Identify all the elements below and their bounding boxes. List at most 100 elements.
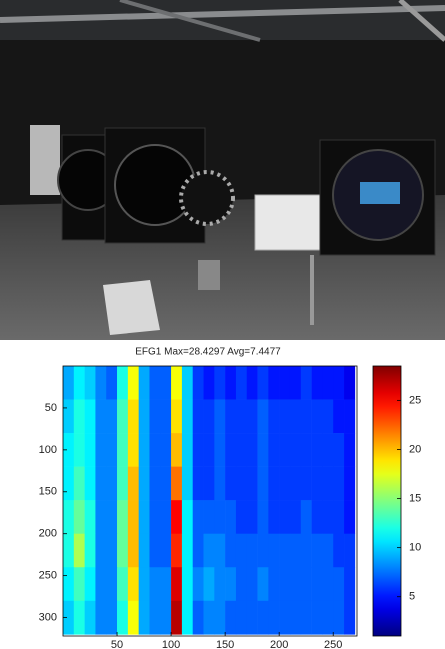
heat-cell: [204, 366, 215, 400]
x-tick-label: 250: [324, 639, 342, 649]
heat-cell: [193, 567, 204, 601]
chart-title: EFG1 Max=28.4297 Avg=7.4477: [135, 347, 281, 358]
heat-cell: [225, 400, 236, 434]
heat-cell: [95, 433, 106, 467]
heat-cell: [182, 534, 193, 568]
heat-cell: [268, 433, 279, 467]
heat-cell: [85, 601, 96, 635]
heat-cell: [301, 366, 312, 400]
heat-cell: [247, 500, 258, 534]
heat-cell: [322, 567, 333, 601]
heat-cell: [279, 467, 290, 501]
heat-cell: [301, 534, 312, 568]
heat-cell: [95, 567, 106, 601]
x-tick-label: 150: [216, 639, 234, 649]
heat-cell: [74, 467, 85, 501]
heat-cell: [333, 567, 344, 601]
heat-cell: [344, 467, 355, 501]
heat-cell: [322, 500, 333, 534]
heat-cell: [247, 601, 258, 635]
heat-cell: [74, 400, 85, 434]
heat-cell: [95, 400, 106, 434]
x-tick-label: 100: [162, 639, 180, 649]
heat-cell: [333, 601, 344, 635]
heat-cell: [236, 601, 247, 635]
heat-cell: [63, 534, 74, 568]
heat-cell: [333, 500, 344, 534]
heat-cell: [106, 467, 117, 501]
heat-cell: [171, 366, 182, 400]
heat-cell: [236, 433, 247, 467]
heat-cell: [106, 366, 117, 400]
heat-cell: [128, 433, 139, 467]
heat-cell: [333, 366, 344, 400]
heat-cell: [149, 567, 160, 601]
heat-cell: [149, 400, 160, 434]
heat-cell: [117, 534, 128, 568]
heat-cell: [74, 366, 85, 400]
heat-cell: [171, 400, 182, 434]
heat-cell: [279, 534, 290, 568]
heat-cell: [214, 467, 225, 501]
heat-cell: [312, 400, 323, 434]
heat-cell: [149, 433, 160, 467]
heat-cell: [85, 567, 96, 601]
y-tick-label: 100: [39, 444, 57, 456]
heat-cell: [322, 534, 333, 568]
heat-cell: [279, 601, 290, 635]
heat-cell: [204, 400, 215, 434]
heat-cell: [236, 500, 247, 534]
colorbar-tick-label: 15: [409, 492, 421, 504]
heat-cell: [160, 433, 171, 467]
heat-cell: [160, 500, 171, 534]
heat-cell: [322, 366, 333, 400]
heat-cell: [74, 534, 85, 568]
heat-cell: [268, 366, 279, 400]
heat-cell: [258, 567, 269, 601]
heat-cell: [247, 366, 258, 400]
y-tick-label: 200: [39, 528, 57, 540]
heat-cell: [182, 366, 193, 400]
heat-cell: [312, 467, 323, 501]
heat-cell: [139, 467, 150, 501]
heat-cell: [106, 601, 117, 635]
heat-cell: [85, 467, 96, 501]
heat-cell: [63, 567, 74, 601]
heat-cell: [95, 601, 106, 635]
heat-cell: [128, 534, 139, 568]
heat-cell: [290, 467, 301, 501]
heat-cell: [128, 467, 139, 501]
heat-cell: [247, 433, 258, 467]
heat-cell: [171, 601, 182, 635]
heat-cell: [139, 601, 150, 635]
heat-cell: [290, 567, 301, 601]
heat-cell: [322, 467, 333, 501]
heat-cell: [290, 601, 301, 635]
heat-cell: [149, 500, 160, 534]
heat-cell: [236, 467, 247, 501]
heat-cell: [74, 433, 85, 467]
heat-cell: [106, 433, 117, 467]
heat-cell: [312, 534, 323, 568]
heat-cell: [268, 567, 279, 601]
heat-cell: [258, 400, 269, 434]
heat-cell: [74, 601, 85, 635]
heat-cell: [85, 534, 96, 568]
heat-cell: [258, 467, 269, 501]
heat-cell: [171, 433, 182, 467]
heat-cell: [214, 601, 225, 635]
heat-cell: [106, 500, 117, 534]
heat-cell: [214, 400, 225, 434]
heat-cell: [160, 467, 171, 501]
heat-cell: [95, 534, 106, 568]
heat-cell: [193, 366, 204, 400]
heat-cell: [279, 400, 290, 434]
heat-cell: [128, 366, 139, 400]
heat-cell: [214, 500, 225, 534]
heat-cell: [117, 601, 128, 635]
heat-cell: [204, 534, 215, 568]
heat-cell: [85, 366, 96, 400]
heat-cell: [128, 601, 139, 635]
colorbar-tick-label: 10: [409, 542, 421, 554]
heat-cell: [85, 400, 96, 434]
